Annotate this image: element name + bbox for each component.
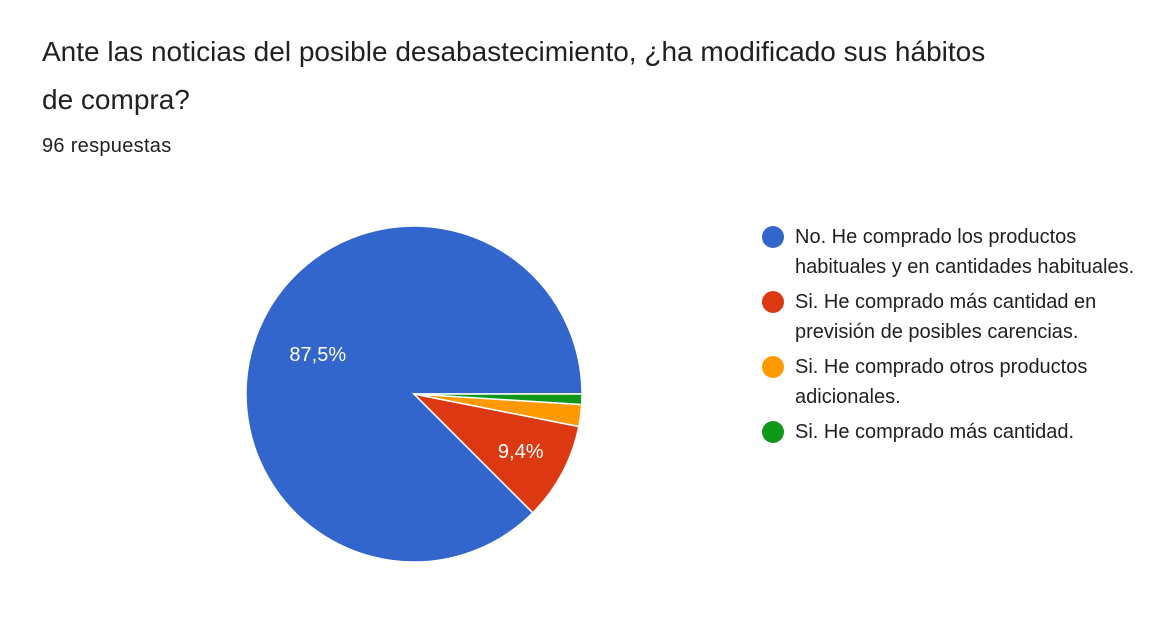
slice-label-2: 9,4% xyxy=(498,441,544,463)
legend-item-4[interactable]: Si. He comprado más cantidad. xyxy=(762,417,1162,447)
chart-legend: No. He comprado los productos habituales… xyxy=(762,222,1162,452)
legend-swatch-icon xyxy=(762,291,784,313)
legend-label: Si. He comprado más cantidad. xyxy=(795,421,1075,443)
legend-label: Si. He comprado más cantidad en previsió… xyxy=(795,291,1097,343)
legend-swatch-icon xyxy=(762,356,784,378)
slice-label-1: 87,5% xyxy=(289,344,346,366)
legend-swatch-icon xyxy=(762,226,784,248)
pie-slice-2[interactable] xyxy=(411,392,580,514)
response-count: 96 respuestas xyxy=(42,135,172,157)
pie-slice-4[interactable] xyxy=(413,393,583,406)
legend-item-3[interactable]: Si. He comprado otros productos adiciona… xyxy=(762,352,1162,412)
legend-label: No. He comprado los productos habituales… xyxy=(795,226,1135,278)
legend-label: Si. He comprado otros productos adiciona… xyxy=(795,356,1088,408)
legend-swatch-icon xyxy=(762,421,784,443)
legend-item-2[interactable]: Si. He comprado más cantidad en previsió… xyxy=(762,287,1162,347)
chart-title: Ante las noticias del posible desabastec… xyxy=(42,36,986,115)
legend-item-1[interactable]: No. He comprado los productos habituales… xyxy=(762,222,1162,282)
